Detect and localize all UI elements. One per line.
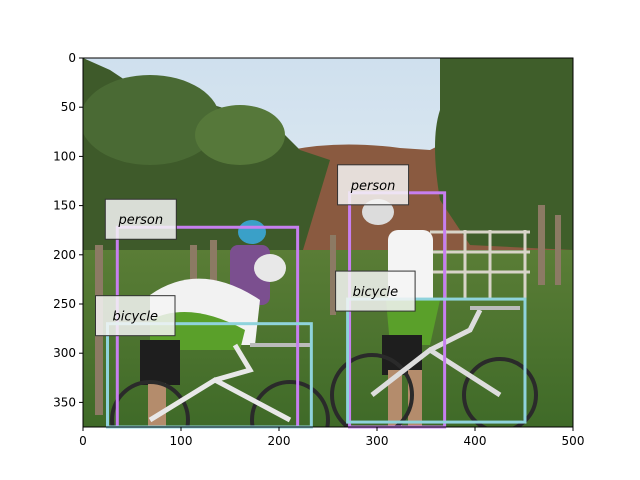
x-tick-label: 0 <box>79 434 87 448</box>
y-tick-label: 350 <box>53 395 76 409</box>
label-box <box>95 295 176 337</box>
x-tick-label: 200 <box>268 434 291 448</box>
label-box <box>337 164 410 206</box>
x-tick-label: 400 <box>464 434 487 448</box>
y-tick-label: 300 <box>53 346 76 360</box>
y-tick-label: 50 <box>61 100 76 114</box>
photo <box>83 58 573 427</box>
x-tick-label: 500 <box>562 434 585 448</box>
detection-bicycle: bicycle <box>335 270 527 424</box>
detection-label: person <box>350 179 396 194</box>
label-box <box>104 198 177 240</box>
tree-canopy <box>195 105 285 165</box>
bicycle-left <box>110 343 330 427</box>
bounding-box <box>346 297 527 424</box>
detection-label: bicycle <box>113 310 158 325</box>
x-tick-label: 300 <box>366 434 389 448</box>
x-axis: 0 100 200 300 400 500 <box>79 427 584 448</box>
x-tick-label: 100 <box>170 434 193 448</box>
detection-label: person <box>118 213 164 228</box>
y-tick-label: 250 <box>53 297 76 311</box>
detection-label: bicycle <box>353 285 398 300</box>
y-axis: 0 50 100 150 200 250 300 350 <box>53 51 83 409</box>
tree-canopy <box>83 75 220 165</box>
y-tick-label: 150 <box>53 199 76 213</box>
y-tick-label: 200 <box>53 248 76 262</box>
hill-right-vegetation <box>435 58 573 250</box>
y-tick-label: 0 <box>68 51 76 65</box>
y-tick-label: 100 <box>53 149 76 163</box>
axes-frame <box>82 57 574 428</box>
label-box <box>335 270 416 312</box>
